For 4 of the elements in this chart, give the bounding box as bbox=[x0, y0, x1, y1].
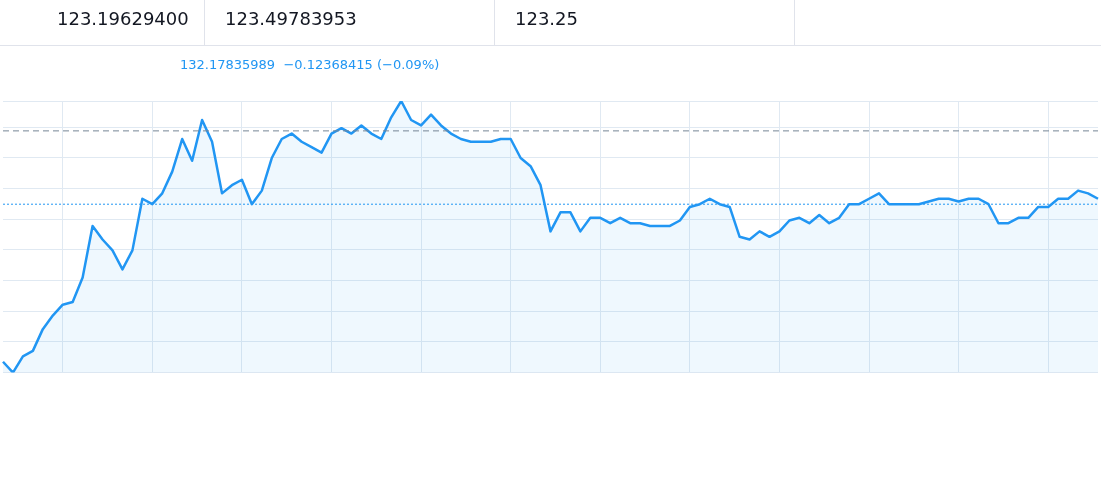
text: 132.17835989 −0.12368415 (−0.09%) bbox=[180, 57, 440, 72]
text: 123.19629400 bbox=[0, 0, 205, 45]
text: 123.25 bbox=[495, 0, 795, 45]
text: 123.49783953 bbox=[205, 0, 495, 45]
